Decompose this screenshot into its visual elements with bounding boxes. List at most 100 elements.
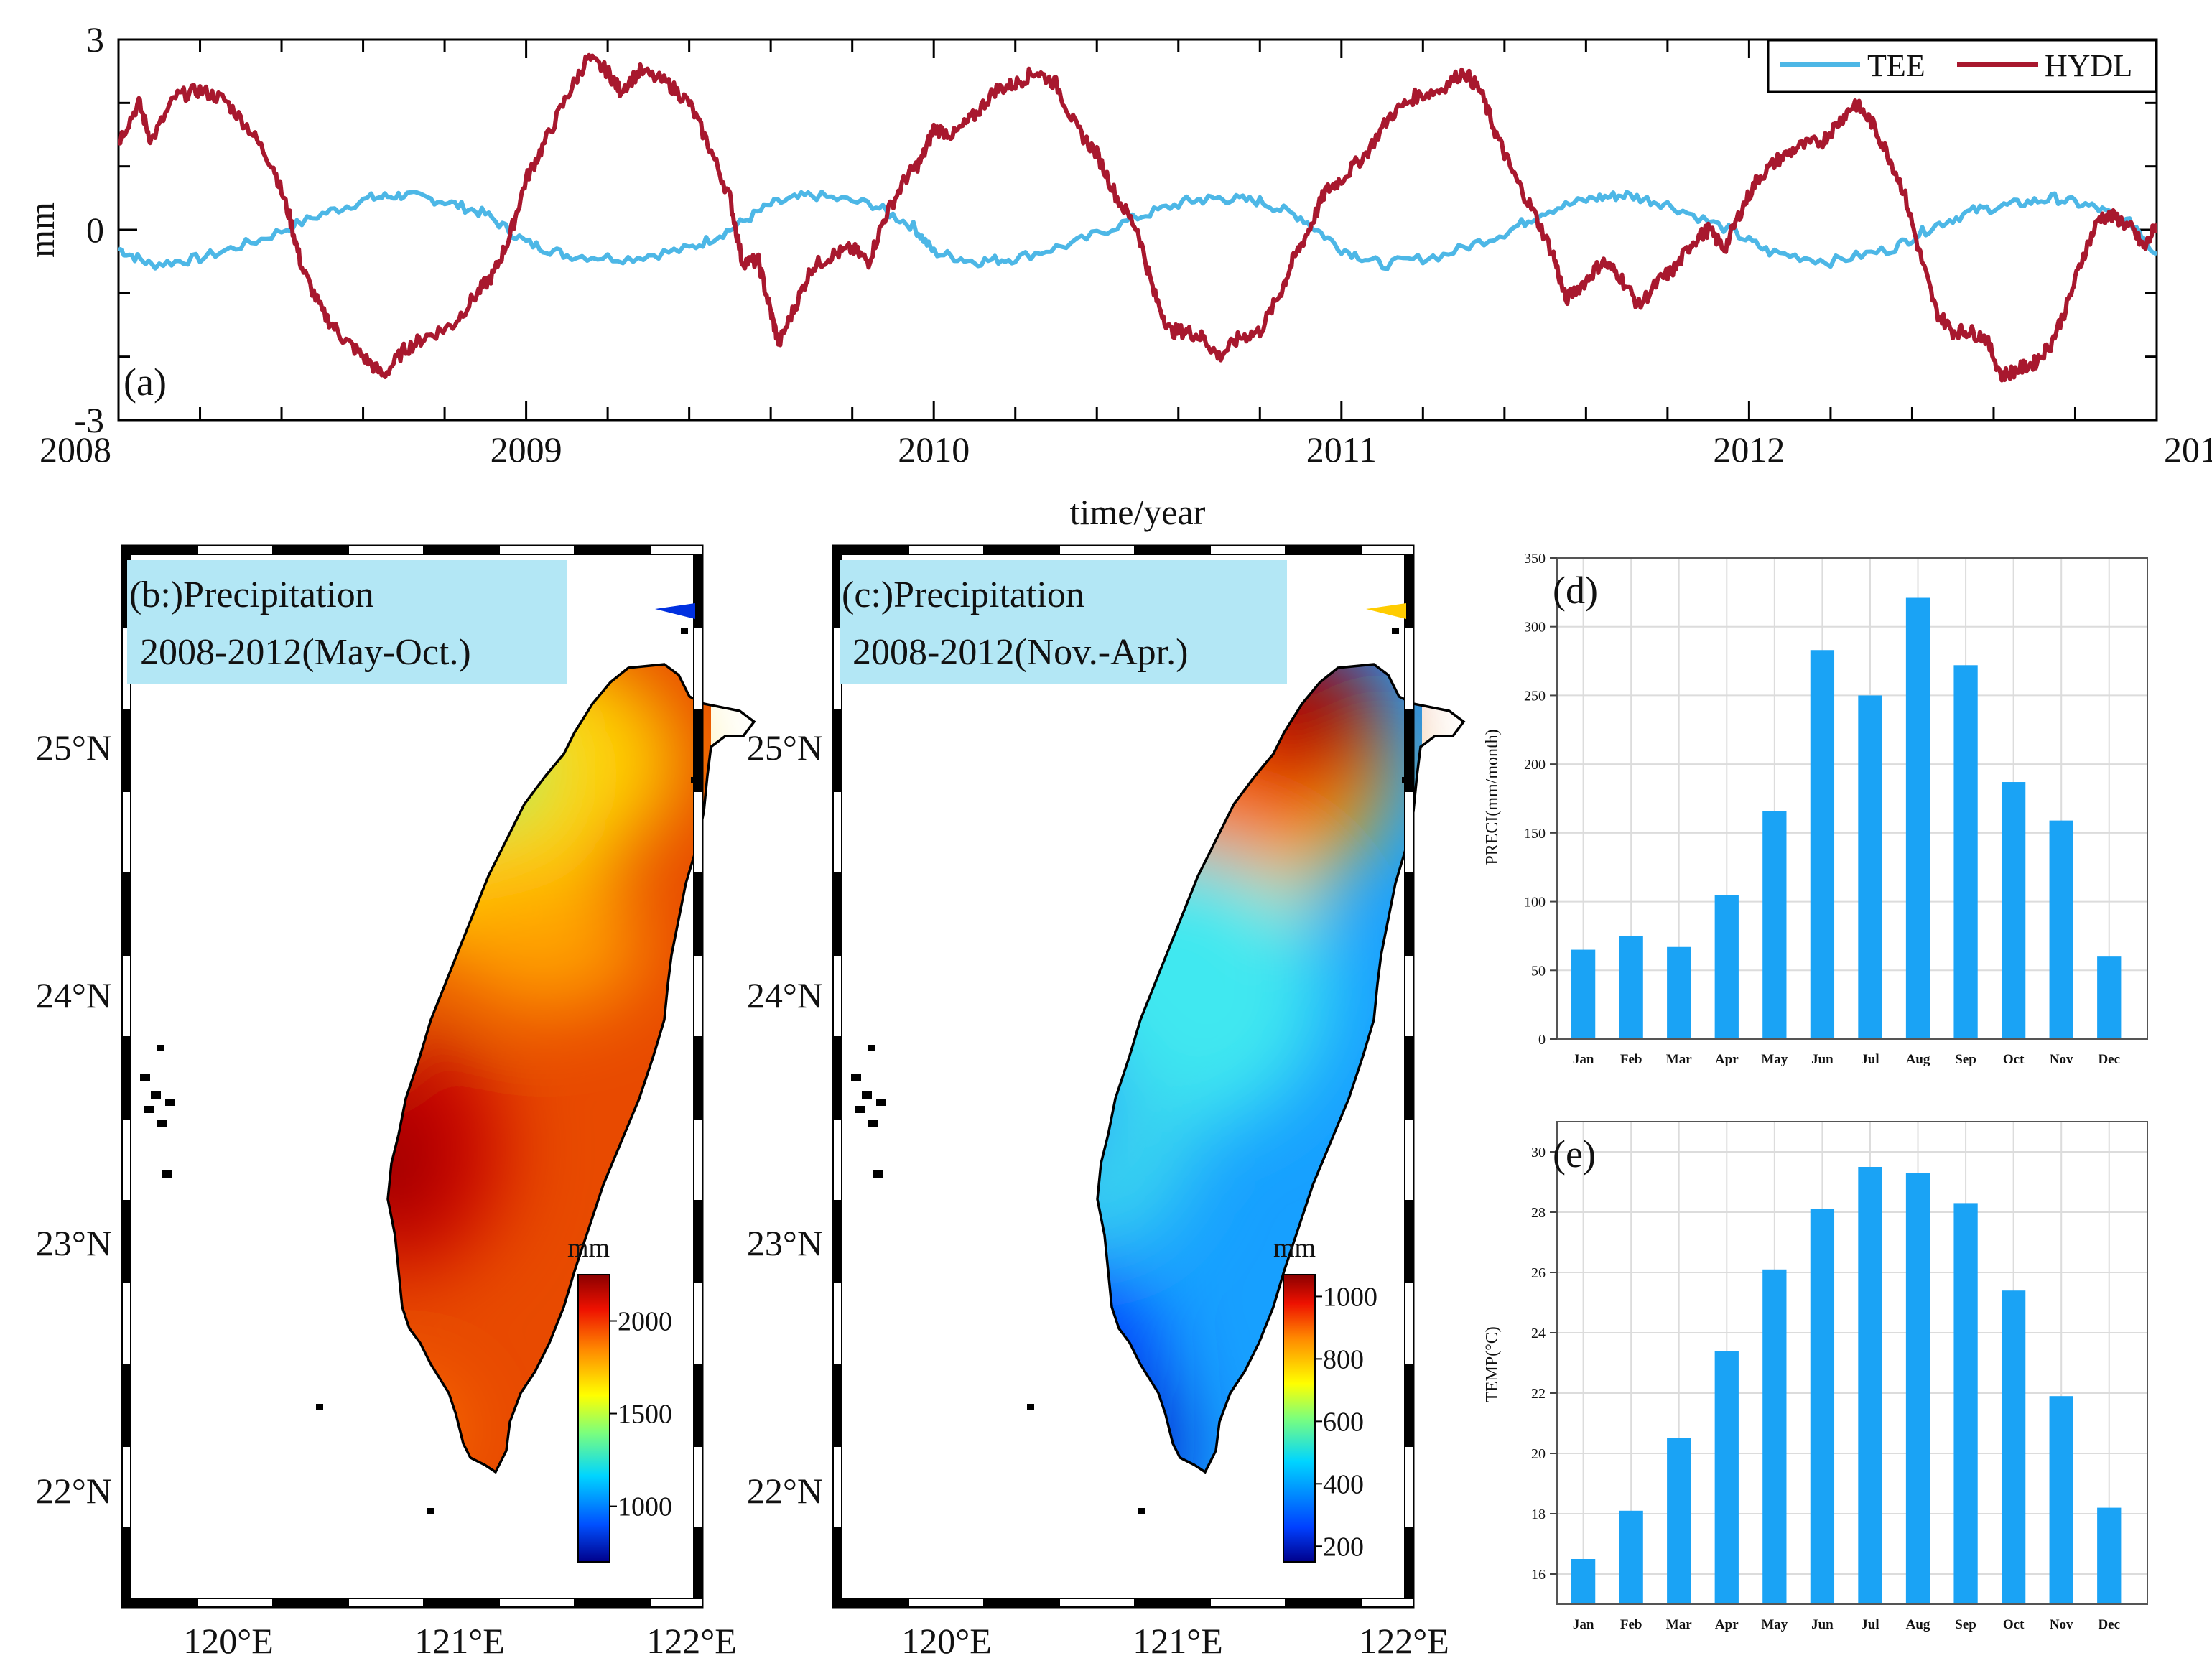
bar-nov <box>2049 1396 2073 1604</box>
panel-b-field <box>386 663 756 1474</box>
bar-dec <box>2097 956 2122 1039</box>
frame-segment <box>693 872 703 956</box>
lat-tick-label: 24°N <box>747 975 823 1015</box>
frame-segment <box>121 1364 131 1447</box>
taiwan-coastline <box>386 663 756 1474</box>
panel-e-bars <box>1571 1167 2122 1604</box>
frame-segment <box>423 545 500 555</box>
frame-segment <box>272 545 349 555</box>
frame-segment <box>121 954 131 1038</box>
island <box>157 1045 164 1051</box>
lat-tick-label: 23°N <box>747 1223 823 1263</box>
colorbar-tick-label: 1000 <box>618 1492 672 1522</box>
panel-e-label: (e) <box>1553 1132 1596 1176</box>
x-tick-label: 2008 <box>40 429 111 470</box>
frame-segment <box>121 1282 131 1365</box>
frame-segment <box>1404 1118 1414 1201</box>
frame-segment <box>1059 1598 1135 1608</box>
island <box>157 1120 167 1127</box>
bar-apr <box>1714 1351 1739 1604</box>
x-tick-label: Mar <box>1666 1617 1692 1632</box>
lat-tick-label: 24°N <box>36 975 112 1015</box>
bar-mar <box>1667 946 1691 1039</box>
x-tick-label: 2009 <box>491 429 562 470</box>
island <box>140 1074 150 1081</box>
x-tick-label: Apr <box>1715 1052 1739 1067</box>
bar-oct <box>2001 1290 2026 1604</box>
x-tick-label: Jun <box>1811 1617 1834 1632</box>
panel-c-colorbar: mm <box>1273 1233 1322 1563</box>
x-tick-label: Sep <box>1955 1052 1976 1067</box>
frame-segment <box>121 1527 131 1608</box>
y-tick-label: 30 <box>1531 1145 1546 1160</box>
x-tick-label: May <box>1761 1052 1788 1067</box>
x-tick-label: Dec <box>2098 1617 2120 1632</box>
x-tick-label: Jan <box>1573 1617 1594 1632</box>
frame-segment <box>908 1598 985 1608</box>
taiwan-coastline <box>1096 663 1466 1474</box>
lat-tick-label: 25°N <box>36 727 112 768</box>
island <box>855 1106 865 1113</box>
colorbar-tick-label: 1500 <box>618 1400 672 1430</box>
lon-tick-label: 120°E <box>183 1621 274 1661</box>
lat-tick-label: 23°N <box>36 1223 112 1263</box>
panel-a-ylabel: mm <box>22 202 62 258</box>
island <box>1138 1508 1146 1514</box>
x-tick-label: 2011 <box>1306 429 1377 470</box>
frame-segment <box>693 709 703 792</box>
frame-segment <box>121 1598 198 1608</box>
frame-segment <box>1404 709 1414 792</box>
frame-segment <box>1134 545 1211 555</box>
bar-apr <box>1714 895 1739 1039</box>
bar-jun <box>1810 1209 1835 1604</box>
frame-segment <box>348 545 424 555</box>
y-tick-label: 250 <box>1524 688 1546 704</box>
panel-c-title-box <box>840 560 1287 684</box>
y-tick-label: 350 <box>1524 551 1546 567</box>
y-tick-label: 20 <box>1531 1446 1546 1462</box>
corner-triangle <box>655 603 695 619</box>
x-tick-label: Dec <box>2098 1052 2120 1067</box>
lon-tick-label: 121°E <box>414 1621 505 1661</box>
bar-sep <box>1953 1203 1978 1604</box>
island <box>162 1170 172 1178</box>
y-tick-label: 100 <box>1524 895 1546 911</box>
bar-dec <box>2097 1507 2122 1604</box>
frame-segment <box>1404 791 1414 874</box>
island <box>151 1091 161 1099</box>
bar-oct <box>2001 782 2026 1039</box>
frame-segment <box>832 1200 842 1283</box>
colorbar-c <box>1283 1274 1316 1563</box>
panel-b-title-line1: (b:)Precipitation <box>129 574 374 615</box>
panel-b-map: (b:)Precipitation 2008-2012(May-Oct.) 25… <box>36 544 756 1661</box>
x-tick-label: Apr <box>1715 1617 1739 1632</box>
panel-e-bar-chart: 16 18 20 22 24 26 28 30 Jan Feb Mar Apr May Jun Jul Aug… <box>1483 1121 2148 1632</box>
island <box>862 1091 872 1099</box>
x-tick-label: Nov <box>2050 1617 2073 1632</box>
frame-segment <box>832 1118 842 1201</box>
island <box>427 1508 434 1514</box>
frame-segment <box>121 1036 131 1120</box>
panel-b-title-box <box>127 560 567 684</box>
panel-d-bar-chart: 0 50 100 150 200 250 300 350 Jan Feb Mar Apr May Jun J… <box>1483 551 2148 1067</box>
x-tick-label: Mar <box>1666 1052 1692 1067</box>
frame-segment <box>1404 1282 1414 1365</box>
colorbar-tick-label: 800 <box>1323 1344 1364 1374</box>
x-tick-label: May <box>1761 1617 1788 1632</box>
island <box>1392 628 1399 634</box>
frame-segment <box>1209 545 1286 555</box>
x-tick-label: 2012 <box>1713 429 1785 470</box>
frame-segment <box>832 1446 842 1529</box>
frame-segment <box>908 545 985 555</box>
bar-jun <box>1810 650 1835 1039</box>
frame-segment <box>348 1598 424 1608</box>
frame-segment <box>1209 1598 1286 1608</box>
panel-c-title-line1: (c:)Precipitation <box>842 574 1084 615</box>
lon-tick-label: 122°E <box>1359 1621 1449 1661</box>
y-tick-label: -3 <box>74 400 104 440</box>
frame-segment <box>121 791 131 874</box>
panel-d-frame <box>1556 557 2148 1040</box>
colorbar-tick-label: 600 <box>1323 1407 1364 1437</box>
frame-segment <box>832 954 842 1038</box>
